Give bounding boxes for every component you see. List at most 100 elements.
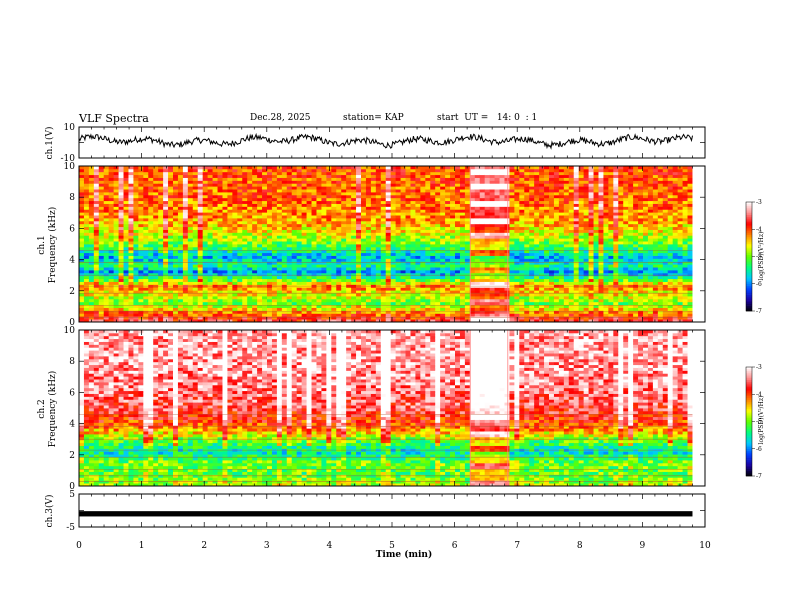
ch1-spec-cell [217, 218, 223, 222]
ch1-spec-cell [509, 275, 515, 280]
ch1-spec-cell [489, 270, 495, 274]
ch1-spec-cell [519, 166, 525, 170]
ch1-spec-cell [257, 316, 263, 320]
ch1-spec-cell [182, 183, 189, 187]
ch1-spec-cell [177, 313, 184, 317]
ch1-spec-cell [118, 258, 124, 262]
ch1-spec-cell [385, 171, 392, 176]
ch1-spec-cell [430, 232, 436, 236]
ch1-spec-cell [79, 192, 85, 196]
ch1-spec-cell [316, 307, 322, 311]
ch1-spec-cell [173, 238, 179, 242]
ch1-spec-cell [370, 275, 377, 280]
ch1-spec-cell [113, 212, 119, 216]
ch1-spec-cell [385, 197, 392, 202]
ch1-spec-cell [390, 212, 397, 216]
ch1-spec-cell [177, 189, 184, 193]
ch1-spec-cell [168, 174, 174, 178]
ch1-spec-cell [504, 194, 510, 199]
ch1-spec-cell [306, 192, 312, 196]
ch1-spec-cell [341, 272, 347, 277]
ch1-spec-cell [138, 186, 144, 190]
ch1-spec-cell [158, 313, 164, 317]
ch1-spec-cell [79, 290, 85, 294]
ch1-spec-cell [321, 223, 327, 228]
ch1-spec-cell [118, 189, 124, 193]
ch1-spec-cell [187, 206, 194, 210]
ch1-spec-cell [395, 275, 401, 280]
ch1-spec-cell [361, 278, 367, 282]
ch1-spec-cell [118, 281, 124, 285]
ch1-spec-cell [296, 166, 303, 170]
ch1-spec-cell [98, 220, 105, 225]
ch1-spec-cell [509, 244, 515, 248]
ch1-spec-cell [227, 293, 233, 297]
ch1-spec-cell [93, 249, 100, 254]
ch1-spec-cell [479, 197, 486, 202]
ch1-spec-cell [123, 246, 129, 251]
ch1-spec-cell [227, 278, 233, 282]
ch1-spec-cell [420, 296, 426, 300]
ch1-spec-cell [519, 241, 525, 245]
ch1-spec-cell [227, 281, 233, 285]
ch1-spec-cell [356, 192, 362, 196]
ch1-spec-cell [459, 209, 466, 213]
ch1-spec-cell [257, 319, 263, 323]
ch1-spec-cell [192, 174, 199, 178]
ch1-spec-cell [316, 223, 322, 228]
ch1-spec-cell [435, 166, 441, 170]
ch1-spec-cell [410, 296, 416, 300]
ch1-spec-cell [242, 281, 248, 285]
ch1-spec-cell [351, 307, 357, 311]
ch1-spec-cell [108, 235, 115, 239]
ch1-spec-cell [509, 238, 515, 242]
ch1-spec-cell [123, 270, 129, 274]
ch1-spec-cell [361, 244, 367, 248]
ch1-spec-cell [415, 301, 421, 306]
ch1-spec-cell [301, 206, 307, 210]
ch1-spec-cell [464, 293, 471, 297]
ch1-spec-cell [430, 264, 436, 268]
ch1-spec-cell [222, 255, 228, 259]
ch1-spec-cell [321, 206, 327, 210]
ch1-spec-cell [405, 203, 411, 207]
ch1-spec-cell [494, 206, 500, 210]
ch1-spec-cell [390, 316, 397, 320]
ch1-spec-cell [118, 278, 124, 282]
ch1-spec-cell [286, 229, 293, 233]
ch1-spec-cell [415, 296, 421, 300]
ch1-spec-cell [445, 203, 451, 207]
ch1-spec-cell [291, 177, 298, 181]
ch1-spec-cell [158, 281, 164, 285]
ch1-spec-cell [459, 287, 466, 291]
ch1-spec-cell [123, 223, 129, 228]
ch1-spec-cell [519, 215, 525, 219]
ch1-spec-cell [163, 270, 169, 274]
ch1-spec-cell [133, 238, 139, 242]
ch1-spec-cell [276, 212, 283, 216]
ch1-spec-cell [158, 298, 164, 303]
ch1-spec-cell [420, 177, 426, 181]
ch1-spec-cell [395, 307, 401, 311]
ch1-spec-cell [440, 180, 446, 184]
ch1-spec-cell [311, 203, 317, 207]
ch1-spec-cell [375, 290, 382, 294]
ch1-spec-cell [158, 177, 164, 181]
ch1-spec-cell [242, 244, 248, 248]
ch1-spec-cell [83, 212, 90, 216]
ch1-spec-cell [262, 316, 268, 320]
ch1-spec-cell [341, 200, 347, 204]
ch1-spec-cell [361, 200, 367, 204]
ch1-spec-cell [197, 194, 204, 199]
ch1-spec-cell [370, 226, 377, 230]
ch1-spec-cell [351, 226, 357, 230]
ch1-spec-cell [405, 287, 411, 291]
ch1-spec-cell [143, 220, 149, 225]
ch1-spec-cell [281, 275, 288, 280]
ch1-spec-cell [177, 307, 184, 311]
ch1-spec-cell [103, 232, 110, 236]
ch1-spec-cell [400, 275, 406, 280]
ch1-spec-cell [504, 270, 510, 274]
ch1-spec-cell [326, 180, 332, 184]
ch1-spec-cell [98, 218, 105, 222]
